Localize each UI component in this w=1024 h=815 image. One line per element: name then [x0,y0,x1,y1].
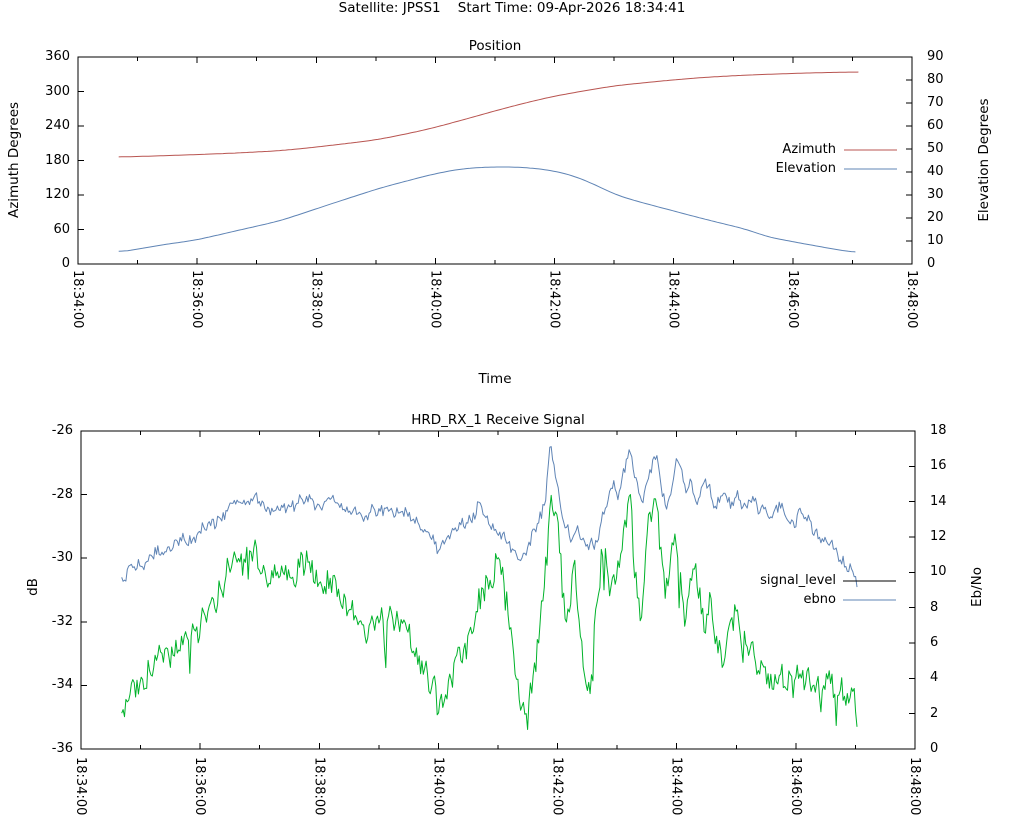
y-tick-label: -34 [51,677,73,693]
y-tick-label: 240 [45,118,70,133]
x-tick-label: 18:36:00 [189,270,205,329]
series-ebno [121,446,858,588]
chart2-ylabel: dB [25,578,41,596]
y-tick-label: -30 [51,550,73,566]
y2-tick-label: 14 [930,493,947,509]
x-tick-label: 18:46:00 [784,270,800,329]
y-tick-label: 60 [53,221,70,237]
y2-tick-label: 0 [927,256,936,271]
legend-label-azimuth: Azimuth [782,142,836,157]
plot-canvas: Satellite: JPSS1 Start Time: 09-Apr-2026… [6,0,992,815]
y-tick-label: 0 [61,256,70,271]
y2-tick-label: 12 [930,529,947,544]
y2-tick-label: 18 [930,423,947,438]
series-elevation [118,166,856,253]
y2-tick-label: 30 [927,187,944,202]
x-tick-label: 18:44:00 [665,270,681,329]
y-tick-label: -36 [51,741,73,756]
plot-border [80,430,916,750]
x-tick-label: 18:44:00 [668,757,684,815]
legend-label-elevation: Elevation [775,161,836,176]
legend-label-signal-level: signal_level [760,573,836,588]
x-tick-label: 18:48:00 [907,757,922,815]
x-tick-label: 18:42:00 [549,757,565,815]
x-tick-label: 18:34:00 [70,270,85,329]
y2-tick-label: 10 [927,233,944,248]
series-azimuth [118,71,859,158]
x-tick-label: 18:36:00 [192,757,208,815]
y-tick-label: 180 [45,152,70,168]
chart2-title: HRD_RX_1 Receive Signal [411,412,585,428]
y2-tick-label: 20 [927,210,944,225]
y2-tick-label: 70 [927,95,944,110]
y-tick-label: 300 [45,83,70,99]
chart1-title: Position [468,38,522,54]
y2-tick-label: 10 [930,564,947,580]
x-tick-label: 18:40:00 [430,757,446,815]
page-title: Satellite: JPSS1 Start Time: 09-Apr-2026… [338,0,686,16]
y2-tick-label: 0 [930,741,939,756]
y2-tick-label: 16 [930,458,947,474]
x-tick-label: 18:38:00 [311,757,327,815]
y-tick-label: -26 [51,423,73,438]
y-tick-label: 360 [45,49,70,64]
y2-tick-label: 40 [927,164,944,179]
y-tick-label: -28 [51,486,73,502]
y2-tick-label: 60 [927,118,944,133]
x-tick-label: 18:46:00 [787,757,803,815]
x-tick-label: 18:48:00 [904,270,919,329]
y2-tick-label: 4 [930,670,939,686]
x-tick-label: 18:34:00 [73,757,88,815]
x-tick-label: 18:38:00 [308,270,324,329]
legend-label-ebno: ebno [803,592,836,607]
chart1-y2label: Elevation Degrees [976,98,992,222]
chart1-xlabel: Time [478,371,512,387]
x-tick-label: 18:42:00 [546,270,562,329]
y2-tick-label: 2 [930,705,939,721]
x-tick-label: 18:40:00 [427,270,443,329]
y2-tick-label: 90 [927,49,944,64]
y2-tick-label: 80 [927,72,944,87]
y2-tick-label: 50 [927,141,944,156]
series-signal_level [121,494,858,730]
y2-tick-label: 8 [930,599,939,615]
chart-svg [77,56,916,750]
y-tick-label: 120 [45,187,70,202]
y2-tick-label: 6 [930,635,939,650]
y-tick-label: -32 [51,613,73,629]
chart2-y2label: Eb/No [969,567,985,608]
